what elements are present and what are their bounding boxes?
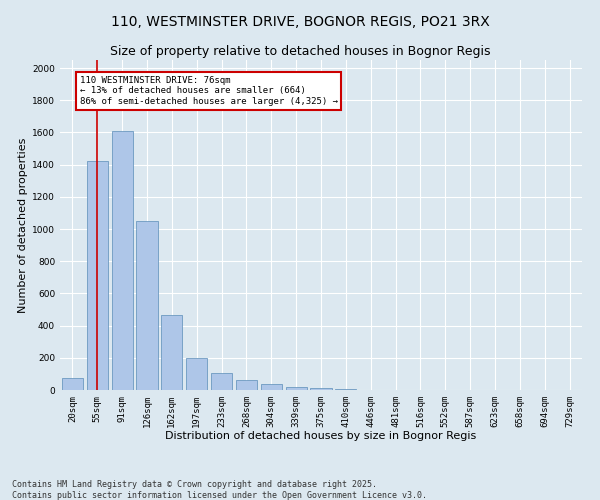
Text: 110 WESTMINSTER DRIVE: 76sqm
← 13% of detached houses are smaller (664)
86% of s: 110 WESTMINSTER DRIVE: 76sqm ← 13% of de… (80, 76, 338, 106)
X-axis label: Distribution of detached houses by size in Bognor Regis: Distribution of detached houses by size … (166, 432, 476, 442)
Bar (236, 380, 257, 390)
Bar (62, 378, 83, 390)
Bar (335, 389, 356, 390)
Bar (112, 131, 133, 390)
Bar (261, 384, 282, 390)
Bar (161, 315, 182, 390)
Bar (211, 373, 232, 390)
Text: Contains HM Land Registry data © Crown copyright and database right 2025.
Contai: Contains HM Land Registry data © Crown c… (12, 480, 427, 500)
Bar (286, 387, 307, 390)
Text: 110, WESTMINSTER DRIVE, BOGNOR REGIS, PO21 3RX: 110, WESTMINSTER DRIVE, BOGNOR REGIS, PO… (110, 15, 490, 29)
Bar (186, 358, 207, 390)
Bar (310, 388, 332, 390)
Text: Size of property relative to detached houses in Bognor Regis: Size of property relative to detached ho… (110, 45, 490, 58)
Bar (87, 160, 108, 390)
Y-axis label: Number of detached properties: Number of detached properties (18, 138, 28, 312)
Bar (136, 221, 158, 390)
